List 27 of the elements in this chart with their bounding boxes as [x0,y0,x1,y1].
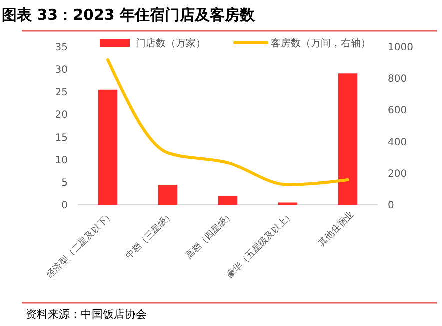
y-tick-label: 5 [62,178,68,189]
bar [158,185,178,205]
x-tick-label: 经济型（二星及以下） [44,209,116,281]
bar [98,90,118,205]
legend-label: 门店数（万家） [136,38,206,50]
legend-label: 客房数（万间，右轴） [271,38,371,50]
y2-tick-label: 0 [388,200,394,212]
x-tick-label: 高档（四星级） [184,209,236,262]
y-tick-label: 15 [55,132,68,144]
x-tick-label: 其他住宿业 [316,209,356,249]
y-tick-label: 10 [55,155,68,166]
y2-tick-label: 1000 [388,42,414,54]
y2-tick-label: 200 [388,168,408,180]
y2-tick-label: 600 [388,106,408,117]
y2-tick-label: 400 [388,137,408,148]
y-tick-label: 0 [62,200,68,212]
y-tick-label: 35 [55,42,68,54]
chart-title: 图表 33：2023 年住宿门店及客房数 [2,6,256,24]
y-tick-label: 20 [55,110,68,122]
y-tick-label: 30 [55,65,68,76]
x-tick-label: 中档（三星级） [124,209,176,262]
y2-tick-label: 800 [388,74,408,86]
text: 资料来源：中国饭店协会 [26,308,147,321]
line-series [106,58,350,186]
bar [338,74,358,205]
bar [218,196,238,205]
y-tick-label: 25 [55,88,68,99]
